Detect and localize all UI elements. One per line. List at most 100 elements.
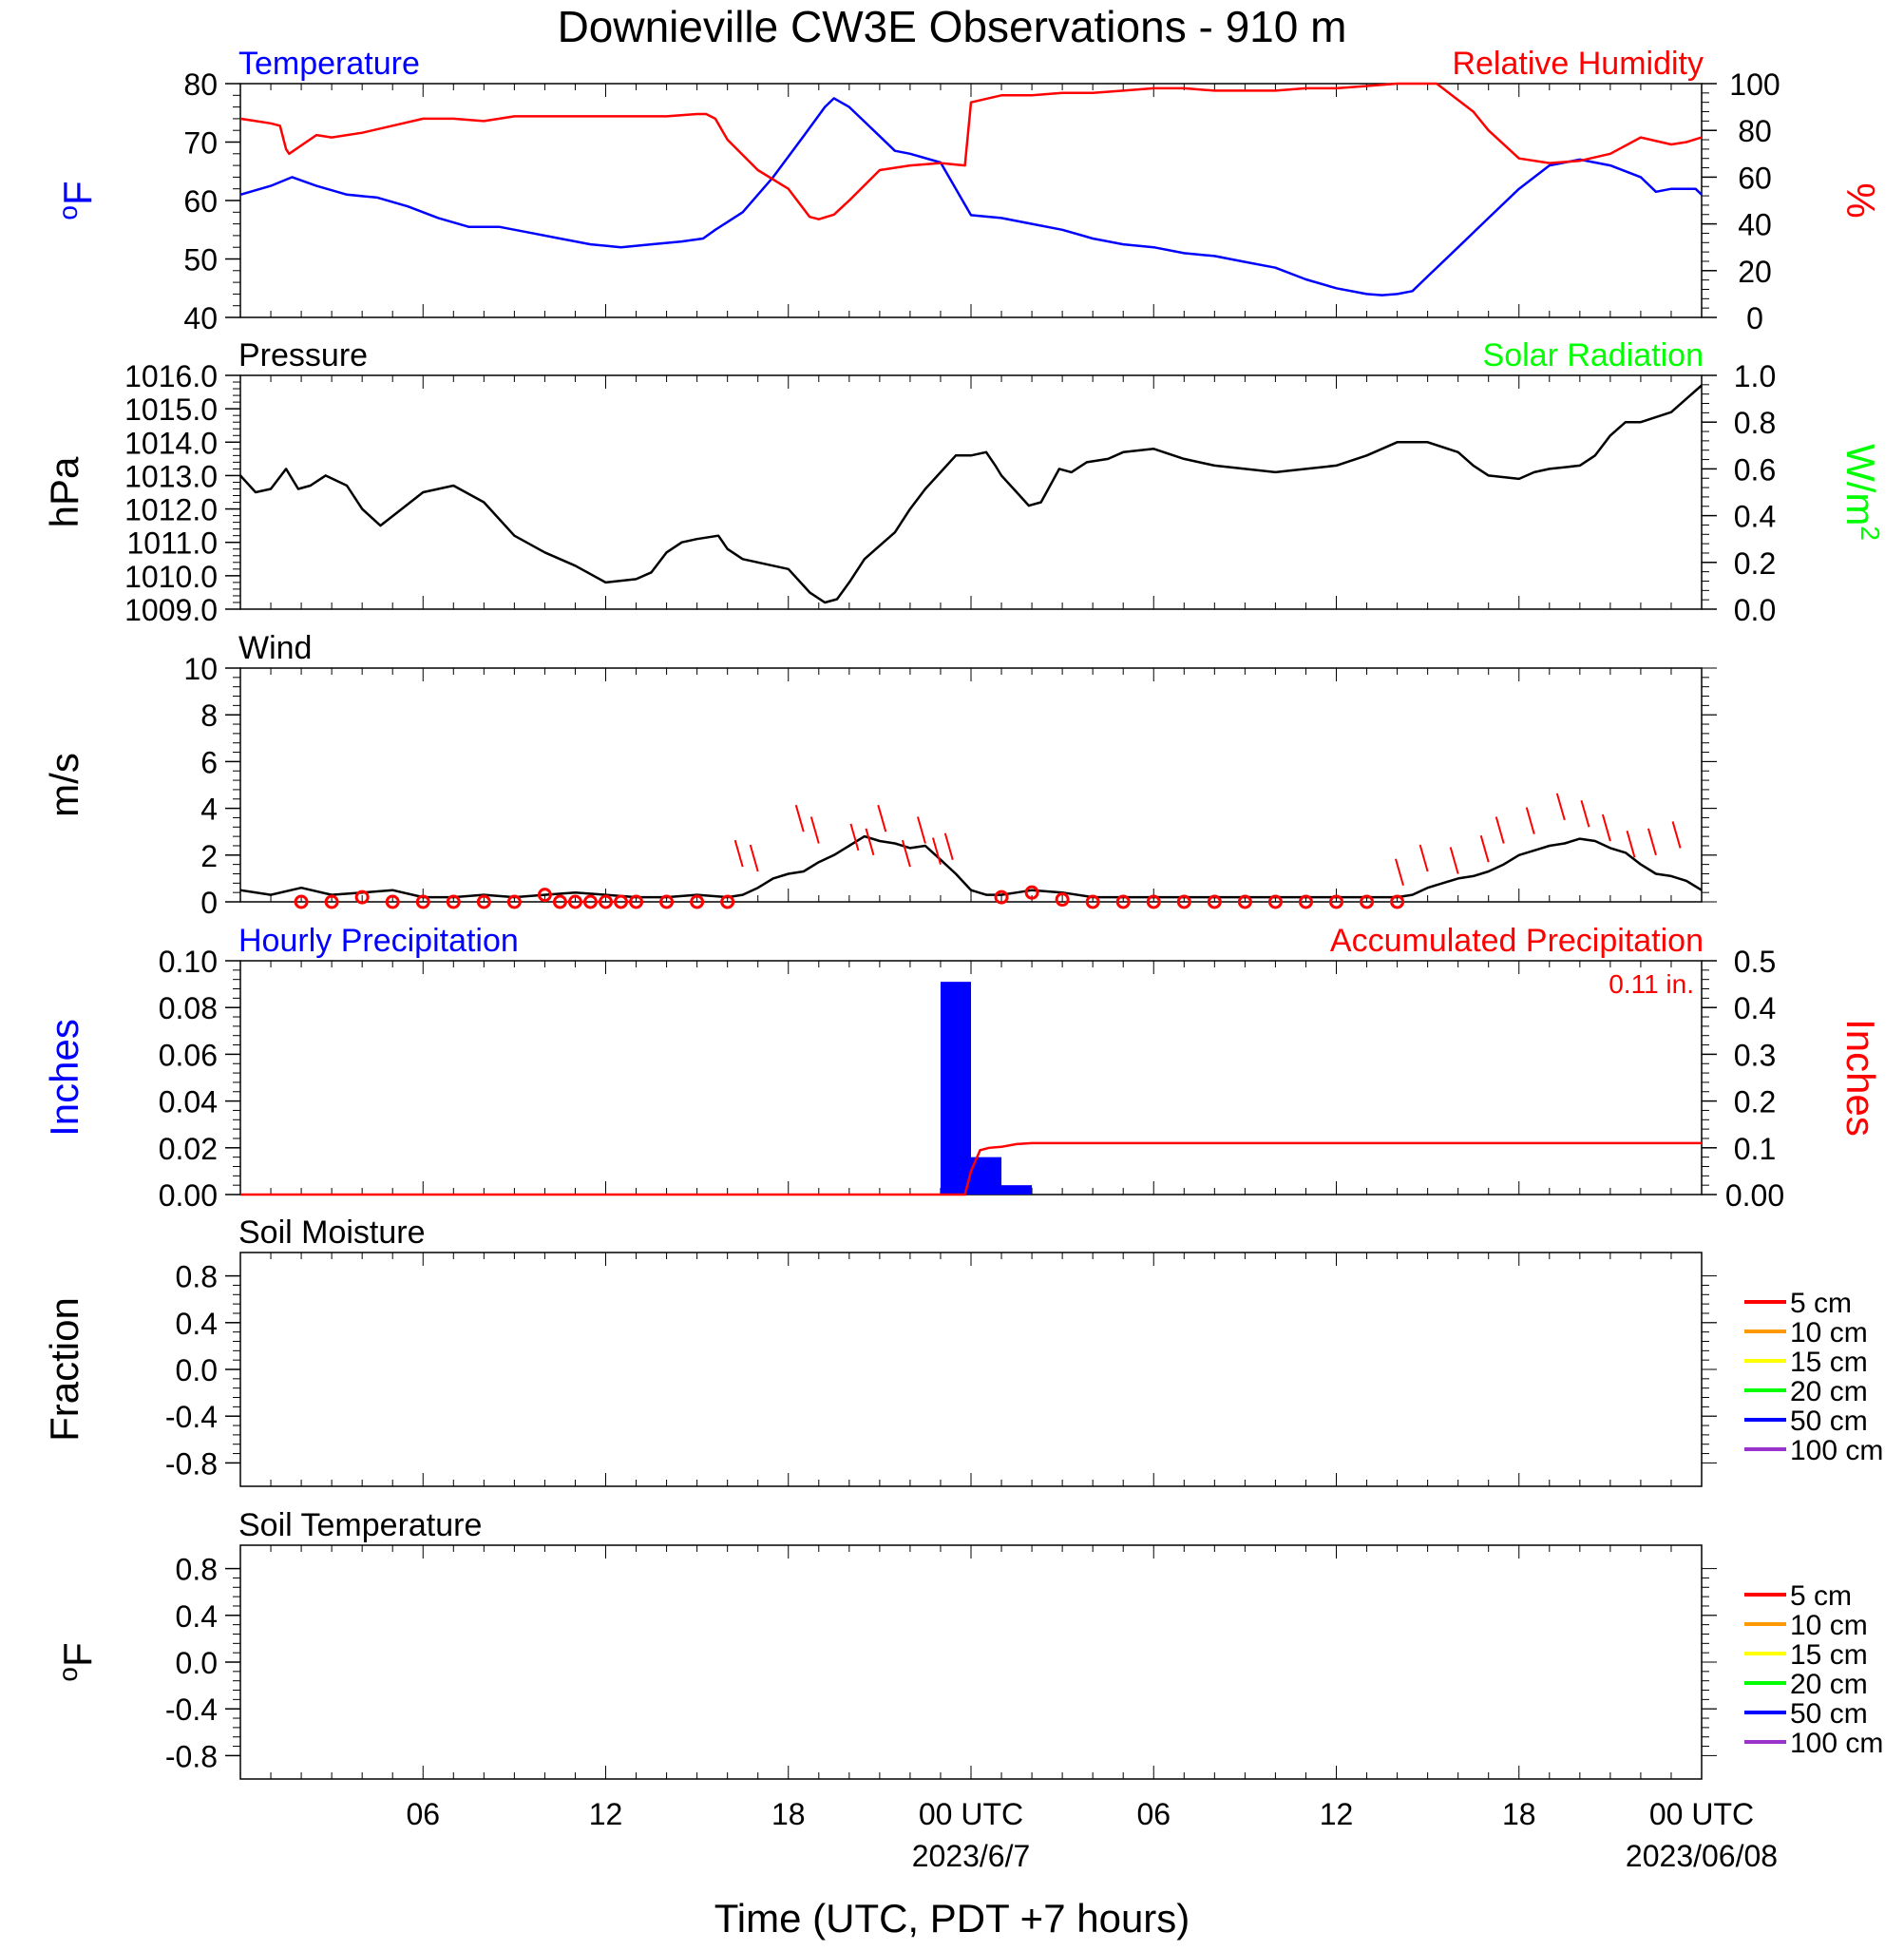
y-tick-label-left: 0.02 <box>159 1132 218 1166</box>
y-tick-label-left: -0.8 <box>165 1446 218 1481</box>
calm-wind-marker <box>659 894 675 909</box>
wind-barb <box>749 844 759 872</box>
x-axis-label: Time (UTC, PDT +7 hours) <box>714 1896 1190 1941</box>
y-tick-label-left: 80 <box>183 67 218 102</box>
panel-title-left: Soil Moisture <box>238 1215 426 1251</box>
wind-barb <box>901 839 911 868</box>
y-tick-label-left: 1011.0 <box>127 526 219 561</box>
series-line-pressure <box>239 384 1703 604</box>
x-tick-label: 00 UTC <box>1649 1797 1754 1831</box>
calm-wind-marker <box>1360 894 1375 909</box>
y-tick-label-left: 0.08 <box>159 991 218 1025</box>
panel-title-left: Wind <box>238 630 312 666</box>
y-tick-label-left: 1016.0 <box>124 359 218 393</box>
panel-temp-rh: 40 50 60 70 80 0 20 40 60 80 100 Temperature Relativ… <box>53 46 1884 335</box>
calm-wind-marker <box>415 894 430 909</box>
y-tick-label-left: 1009.0 <box>124 593 218 627</box>
panel-frame <box>239 1544 1703 1780</box>
calm-wind-marker <box>614 894 629 909</box>
calm-wind-marker <box>1237 894 1252 909</box>
y-tick-label-left: 4 <box>200 793 218 827</box>
calm-wind-marker <box>1329 894 1343 909</box>
series-line-wind <box>239 834 1703 899</box>
y-tick-label-right: 0.2 <box>1734 546 1776 581</box>
precip-bar <box>1001 1185 1033 1195</box>
calm-wind-marker <box>1176 894 1191 909</box>
calm-wind-marker <box>552 894 567 909</box>
y-tick-label-right: 0.4 <box>1734 500 1776 534</box>
wind-barb <box>733 839 744 868</box>
y-tick-label-right: 0.4 <box>1734 991 1776 1025</box>
calm-wind-marker <box>994 889 1009 905</box>
panel-frame <box>239 667 1703 903</box>
calm-wind-marker <box>567 894 582 909</box>
calm-wind-marker <box>1267 894 1283 909</box>
wind-barb <box>1479 834 1490 863</box>
y-tick-label-right: 0.1 <box>1734 1132 1776 1166</box>
legend-label: 20 cm <box>1790 1669 1868 1700</box>
calm-wind-marker <box>629 894 644 909</box>
y-tick-label-right: 0.5 <box>1734 945 1776 979</box>
legend-label: 15 cm <box>1790 1639 1868 1671</box>
x-date-label: 2023/6/7 <box>912 1839 1031 1873</box>
y-tick-label-left: -0.4 <box>165 1400 218 1434</box>
y-tick-label-left: -0.4 <box>165 1693 218 1727</box>
wind-barb <box>1555 793 1566 821</box>
x-tick-label: 06 <box>1136 1797 1171 1831</box>
wind-barb <box>865 828 875 856</box>
panel-title-right: Accumulated Precipitation <box>1330 923 1704 959</box>
y-tick-label-right: 100 <box>1729 67 1780 102</box>
calm-wind-marker <box>476 894 491 909</box>
calm-wind-marker <box>1055 892 1070 908</box>
calm-wind-marker <box>1298 894 1313 909</box>
accum-precip-line <box>240 1141 1702 1196</box>
wind-barb <box>1580 800 1590 828</box>
legend-label: 50 cm <box>1790 1406 1868 1437</box>
x-tick-label: 06 <box>406 1797 440 1831</box>
y-tick-label-left: 50 <box>183 243 218 277</box>
y-tick-label-right: 40 <box>1738 208 1772 242</box>
y-tick-label-left: 1015.0 <box>124 392 218 427</box>
panel-title-left: Pressure <box>238 337 368 373</box>
y-tick-label-right: 0.0 <box>1734 593 1776 627</box>
chart-title: Downieville CW3E Observations - 910 m <box>558 2 1347 51</box>
y-tick-label-left: 0.0 <box>176 1353 218 1387</box>
y-tick-label-left: 1012.0 <box>124 493 218 527</box>
x-date-label: 2023/06/08 <box>1626 1839 1778 1873</box>
wind-barb <box>1495 816 1505 844</box>
y-tick-label-left: 0.00 <box>159 1178 218 1213</box>
precip-bar <box>940 982 971 1195</box>
y-axis-label-left: hPa <box>42 456 86 527</box>
wind-barb <box>1449 847 1459 874</box>
calm-wind-marker <box>1085 894 1100 909</box>
y-tick-label-right: 1.0 <box>1734 359 1776 393</box>
series-line-temperature <box>239 97 1703 296</box>
x-tick-label: 00 UTC <box>919 1797 1023 1831</box>
calm-wind-marker <box>690 894 705 909</box>
y-tick-label-left: 70 <box>183 126 218 161</box>
wind-barb <box>809 816 820 844</box>
wind-barb <box>1671 821 1682 849</box>
calm-wind-marker <box>1146 894 1161 909</box>
wind-barb <box>1647 828 1657 856</box>
calm-wind-marker <box>354 889 370 905</box>
y-tick-label-left: -0.8 <box>165 1739 218 1773</box>
calm-wind-marker <box>1115 894 1131 909</box>
y-axis-label-right: Inches <box>1838 1019 1883 1137</box>
y-axis-label-right: % <box>1838 182 1883 218</box>
y-tick-label-left: 1013.0 <box>124 459 218 493</box>
calm-wind-marker <box>582 894 598 909</box>
panel-title-left: Soil Temperature <box>238 1507 482 1543</box>
panel-title-left: Hourly Precipitation <box>238 923 519 959</box>
y-axis-label-left: oF <box>53 181 101 220</box>
y-tick-label-left: 0.04 <box>159 1085 218 1119</box>
wind-barb <box>1525 807 1535 834</box>
calm-wind-marker <box>294 894 309 909</box>
wind-barb <box>794 804 805 832</box>
y-tick-label-right: 0 <box>1746 301 1763 335</box>
panel-pressure: 1009.01010.01011.01012.01013.01014.01015… <box>42 337 1886 627</box>
y-tick-label-left: 0.8 <box>176 1260 218 1294</box>
y-axis-label-left: oF <box>53 1642 101 1681</box>
